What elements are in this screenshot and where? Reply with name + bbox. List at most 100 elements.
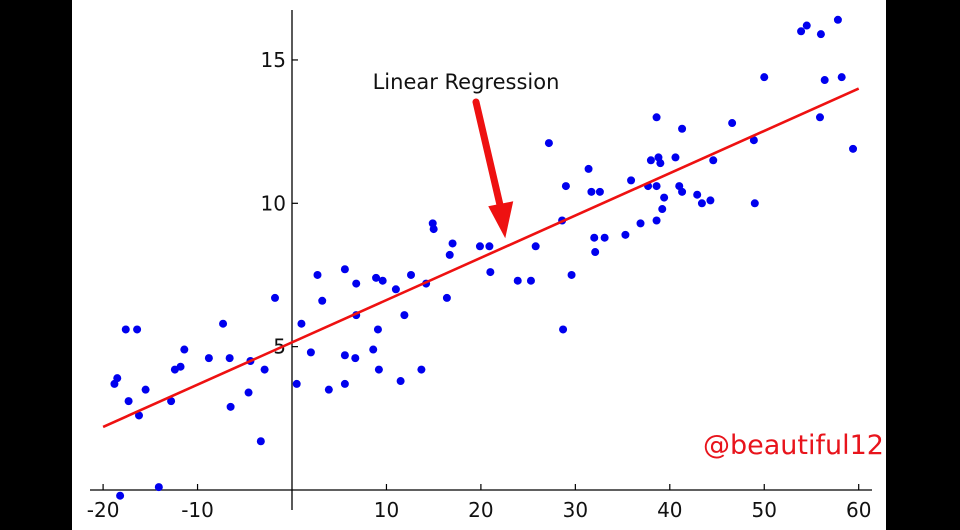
data-point (324, 385, 333, 394)
data-point (485, 242, 494, 251)
data-point (671, 153, 680, 162)
data-point (652, 216, 661, 225)
data-point (442, 293, 451, 302)
data-point (256, 437, 265, 446)
data-point (113, 374, 122, 383)
data-point (531, 242, 540, 251)
data-point (728, 119, 737, 128)
data-point (372, 273, 381, 282)
data-point (133, 325, 142, 334)
data-point (526, 276, 535, 285)
data-point (340, 351, 349, 360)
data-point (544, 139, 553, 148)
data-point (297, 319, 306, 328)
x-tick-label: 30 (563, 498, 588, 522)
data-point (652, 182, 661, 191)
plot-panel (72, 0, 886, 530)
data-point (513, 276, 522, 285)
data-point (429, 225, 438, 234)
data-point (219, 319, 228, 328)
data-point (697, 199, 706, 208)
x-tick-label: 50 (752, 498, 777, 522)
data-point (340, 379, 349, 388)
annotation-arrow-head (488, 201, 514, 239)
data-point (225, 354, 234, 363)
data-point (820, 76, 829, 85)
x-tick-label: -10 (181, 498, 214, 522)
data-point (591, 248, 600, 257)
data-point (584, 164, 593, 173)
data-point (154, 483, 163, 492)
data-point (636, 219, 645, 228)
data-point (400, 311, 409, 320)
data-point (475, 242, 484, 251)
data-point (318, 296, 327, 305)
data-point (678, 187, 687, 196)
watermark: @beautiful12 (703, 430, 884, 461)
data-point (627, 176, 636, 185)
data-point (448, 239, 457, 248)
regression-line (102, 87, 860, 429)
x-tick-label: 20 (468, 498, 493, 522)
data-point (121, 325, 130, 334)
data-point (587, 187, 596, 196)
data-point (116, 491, 125, 500)
data-point (176, 362, 185, 371)
data-point (351, 354, 360, 363)
data-point (658, 205, 667, 214)
data-point (693, 190, 702, 199)
data-point (340, 265, 349, 274)
data-point (134, 411, 143, 420)
data-point (802, 21, 811, 30)
y-tick-label: 10 (261, 191, 286, 215)
data-point (486, 268, 495, 277)
data-point (567, 270, 576, 279)
data-point (833, 15, 842, 24)
data-point (760, 73, 769, 82)
data-point (621, 230, 630, 239)
data-point (816, 30, 825, 39)
data-point (167, 397, 176, 406)
data-point (244, 388, 253, 397)
data-point (391, 285, 400, 294)
data-point (660, 193, 669, 202)
data-point (378, 276, 387, 285)
x-tick-label: 60 (846, 498, 871, 522)
data-point (374, 365, 383, 374)
data-point (849, 144, 858, 153)
data-point (396, 377, 405, 386)
data-point (369, 345, 378, 354)
data-point (646, 156, 655, 165)
y-tick-label: 15 (261, 48, 286, 72)
data-point (407, 270, 416, 279)
annotation-arrow-shaft (472, 98, 505, 214)
data-point (270, 293, 279, 302)
data-point (226, 402, 235, 411)
data-point (595, 187, 604, 196)
data-point (141, 385, 150, 394)
x-tick-label: 40 (657, 498, 682, 522)
data-point (306, 348, 315, 357)
data-point (445, 250, 454, 259)
x-tick-label: 10 (374, 498, 399, 522)
data-point (124, 397, 133, 406)
data-point (797, 27, 806, 36)
data-point (292, 379, 301, 388)
data-point (559, 325, 568, 334)
x-tick-label: -20 (87, 498, 120, 522)
data-point (749, 136, 758, 145)
annotation-label: Linear Regression (373, 70, 560, 94)
data-point (656, 159, 665, 168)
data-point (750, 199, 759, 208)
data-point (260, 365, 269, 374)
data-point (313, 270, 322, 279)
data-point (837, 73, 846, 82)
data-point (373, 325, 382, 334)
data-point (600, 233, 609, 242)
data-point (652, 113, 661, 122)
data-point (706, 196, 715, 205)
data-point (590, 233, 599, 242)
data-point (352, 279, 361, 288)
data-point (561, 182, 570, 191)
